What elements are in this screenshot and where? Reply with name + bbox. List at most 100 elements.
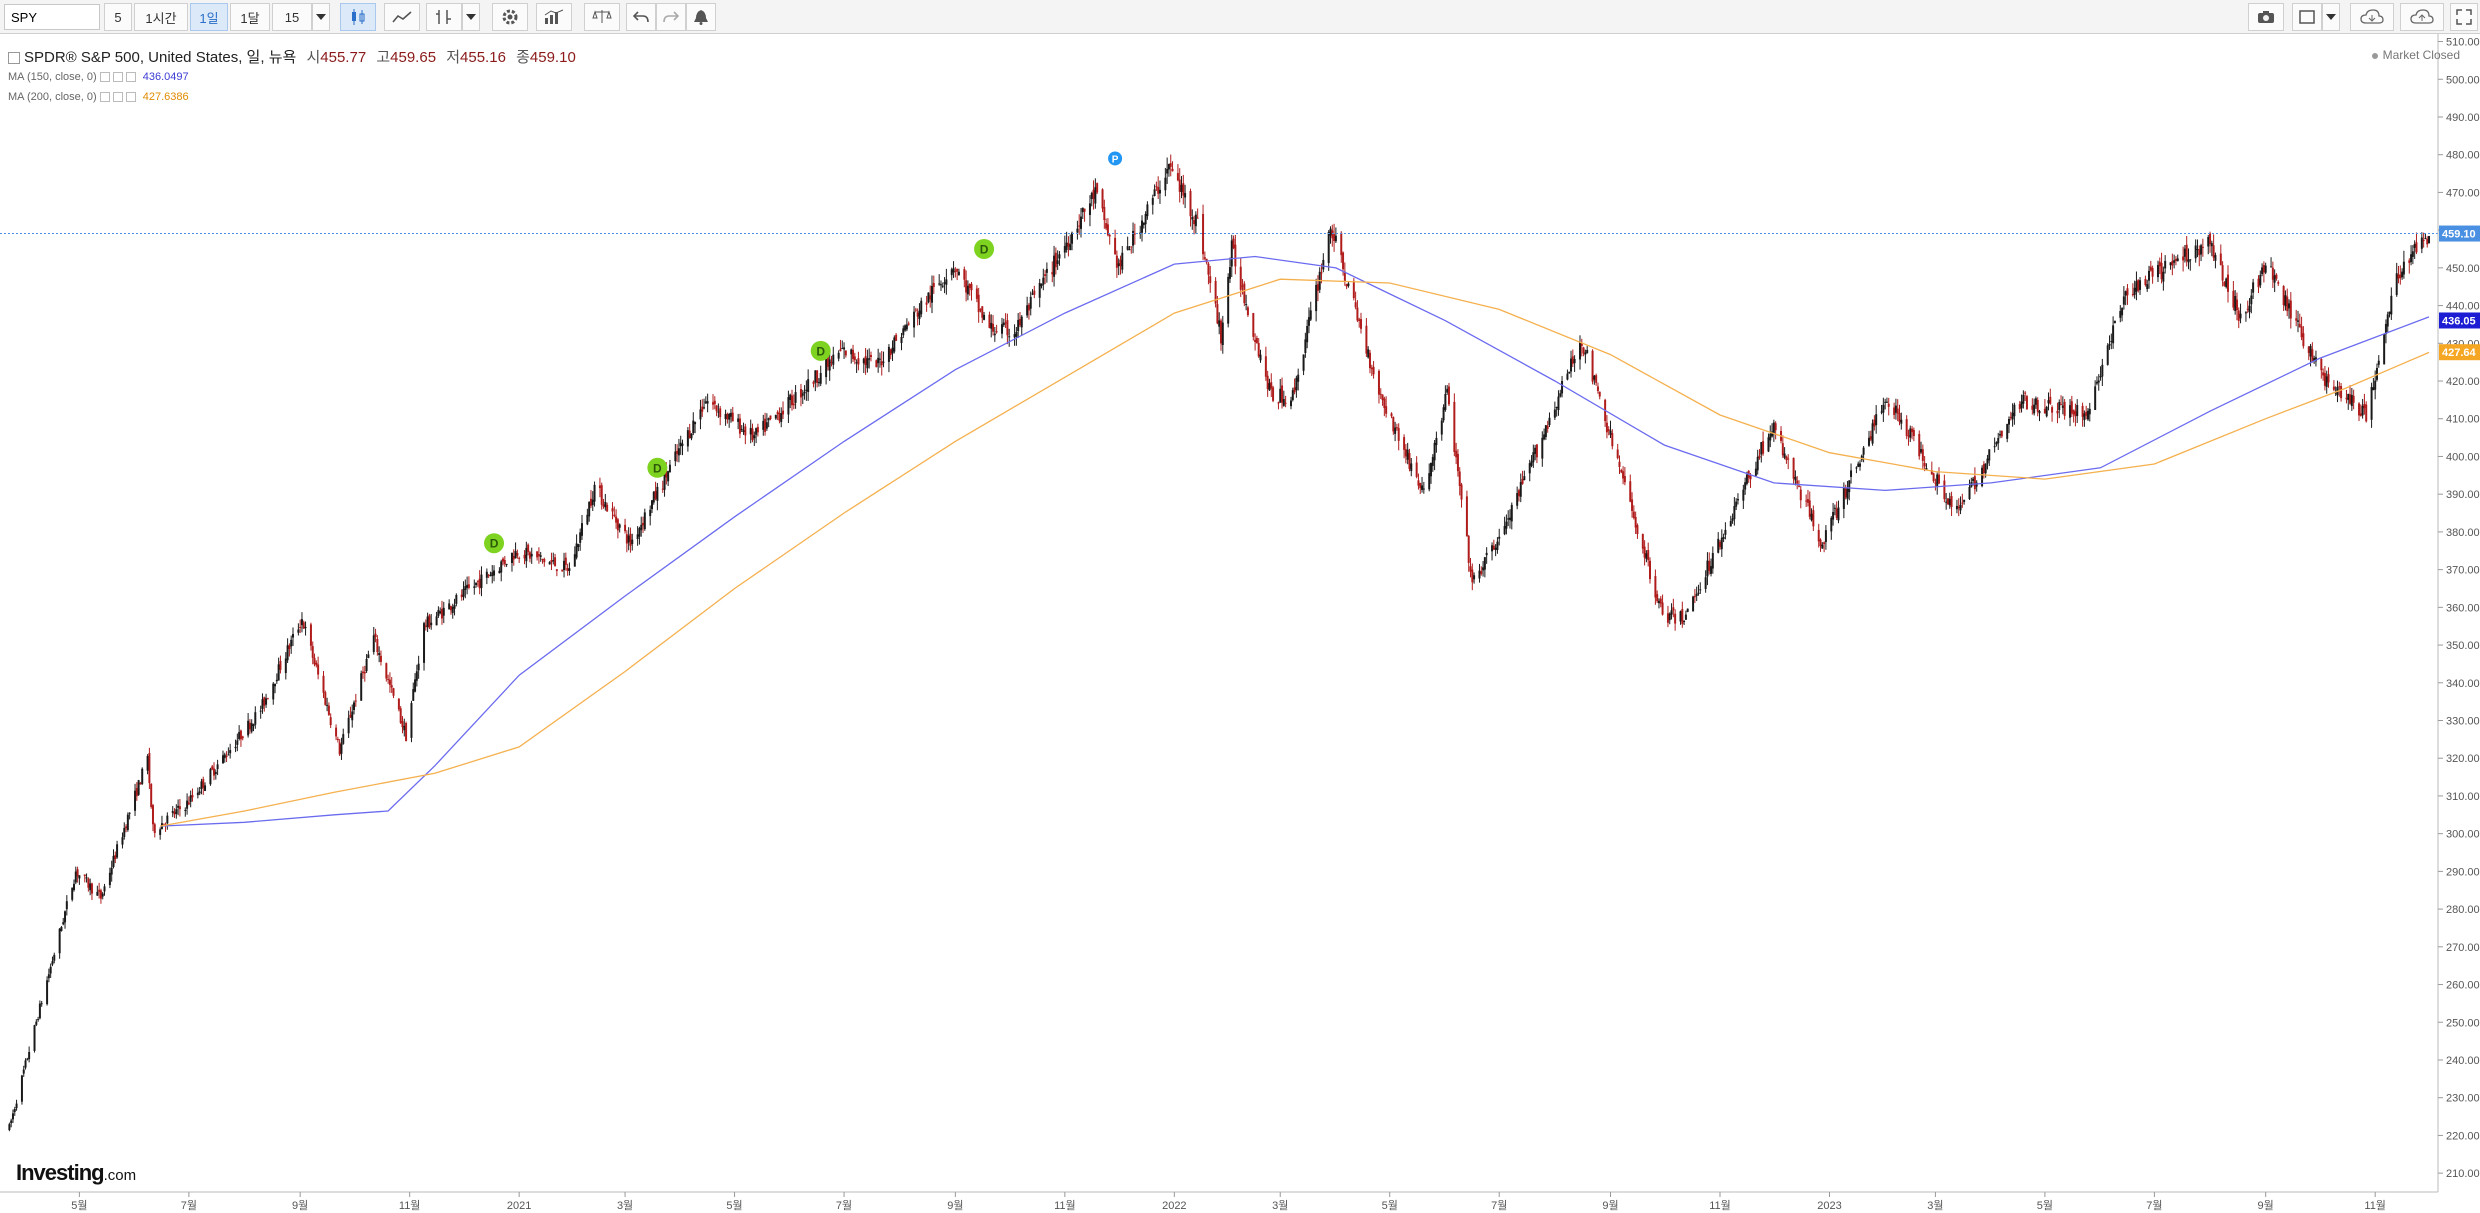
y-tick-label: 330.00 [2446, 716, 2480, 728]
candle-body [1105, 223, 1108, 229]
candle-body [1593, 375, 1596, 380]
candle-body [812, 381, 815, 384]
candle-body [661, 488, 664, 490]
settings-icon[interactable] [492, 3, 528, 31]
candle-body [1647, 550, 1650, 561]
candle-body [523, 554, 526, 559]
candle-body [1548, 417, 1551, 426]
x-tick-label: 7월 [2146, 1199, 2162, 1212]
candle-body [71, 887, 74, 900]
candle-body [1295, 377, 1298, 391]
candle-body [1020, 316, 1023, 328]
y-tick-label: 410.00 [2446, 414, 2480, 426]
dropdown-icon[interactable] [462, 3, 480, 31]
candle-body [2126, 288, 2129, 296]
candle-body [1291, 390, 1294, 401]
candle-body [1184, 193, 1187, 198]
collapse-icon[interactable] [8, 52, 20, 65]
candle-body [1999, 434, 2002, 436]
candle-body [1033, 290, 1036, 295]
candle-body [1144, 214, 1147, 225]
candle-body [2401, 271, 2404, 278]
candle-body [159, 829, 162, 835]
size-dropdown-icon[interactable] [312, 3, 330, 31]
camera-icon[interactable] [2248, 3, 2284, 31]
candle-body [563, 560, 566, 570]
candle-body [1191, 217, 1194, 220]
candle-body [679, 442, 682, 447]
candle-body [1368, 352, 1371, 369]
candle-body [2219, 253, 2222, 266]
candle-body [2314, 357, 2317, 362]
candle-body [965, 280, 968, 293]
candle-body [918, 310, 921, 320]
alert-icon[interactable] [686, 3, 716, 31]
interval-5-button[interactable]: 5 [104, 3, 132, 31]
candle-body [663, 472, 666, 490]
fullscreen-icon[interactable] [2450, 3, 2478, 31]
candle-body [286, 645, 289, 661]
candle-body [701, 406, 704, 412]
candle-body [1799, 489, 1802, 501]
candle-body [869, 354, 872, 358]
candlestick-icon[interactable] [340, 3, 376, 31]
candle-body [1982, 464, 1985, 474]
candle-body [857, 358, 860, 365]
candle-body [1894, 405, 1897, 413]
candle-body [1781, 443, 1784, 456]
ma150-legend[interactable]: MA (150, close, 0) 436.0497 [8, 71, 189, 83]
size-selector[interactable]: 15 [272, 3, 312, 31]
cloud-download-icon[interactable] [2350, 3, 2394, 31]
layout-dropdown-icon[interactable] [2322, 3, 2340, 31]
candle-body [2408, 260, 2411, 263]
candle-body [1216, 304, 1219, 324]
candle-body [1963, 499, 1966, 502]
candle-body [2322, 372, 2325, 376]
undo-icon[interactable] [626, 3, 656, 31]
ma200-tag-bg [2439, 344, 2480, 361]
candle-body [889, 349, 892, 356]
candle-body [979, 309, 982, 311]
redo-icon[interactable] [656, 3, 686, 31]
candle-body [1611, 433, 1614, 447]
candle-body [613, 514, 616, 517]
candle-body [487, 574, 490, 576]
studies-icon[interactable] [536, 3, 572, 31]
candle-body [1693, 596, 1696, 598]
candle-body [135, 787, 138, 797]
candle-body [580, 523, 583, 536]
candle-body [627, 535, 630, 543]
ma150-line [160, 255, 2430, 827]
symbol-input[interactable] [4, 4, 100, 30]
candle-body [1580, 343, 1583, 346]
candle-body [189, 795, 192, 802]
candle-body [1385, 406, 1388, 414]
candle-body [1272, 387, 1275, 401]
candle-body [1027, 304, 1030, 311]
interval-1d-button[interactable]: 1일 [190, 3, 228, 31]
ma200-legend[interactable]: MA (200, close, 0) 427.6386 [8, 91, 189, 103]
candle-body [1912, 429, 1915, 437]
candle-body [259, 710, 262, 712]
indicator-icon[interactable] [426, 3, 462, 31]
cloud-upload-icon[interactable] [2400, 3, 2444, 31]
interval-1m-button[interactable]: 1달 [230, 3, 270, 31]
candle-body [423, 623, 426, 663]
line-style-icon[interactable] [384, 3, 420, 31]
candle-body [2365, 404, 2368, 422]
candle-body [588, 501, 591, 517]
price-chart[interactable]: D D D D P 210.00 220.00 230.00 240.00 250.00 260.… [0, 34, 2480, 1213]
candle-body [247, 720, 250, 736]
candle-body [819, 372, 822, 384]
candle-body [1629, 481, 1632, 502]
compare-icon[interactable] [584, 3, 620, 31]
candle-body [916, 312, 919, 317]
candle-body [853, 356, 856, 361]
candle-body [2300, 326, 2303, 338]
interval-1h-button[interactable]: 1시간 [134, 3, 188, 31]
candle-body [1002, 322, 1005, 326]
candle-body [1155, 186, 1158, 188]
candle-body [376, 639, 379, 652]
layout-icon[interactable] [2292, 3, 2322, 31]
candle-body [1679, 611, 1682, 622]
